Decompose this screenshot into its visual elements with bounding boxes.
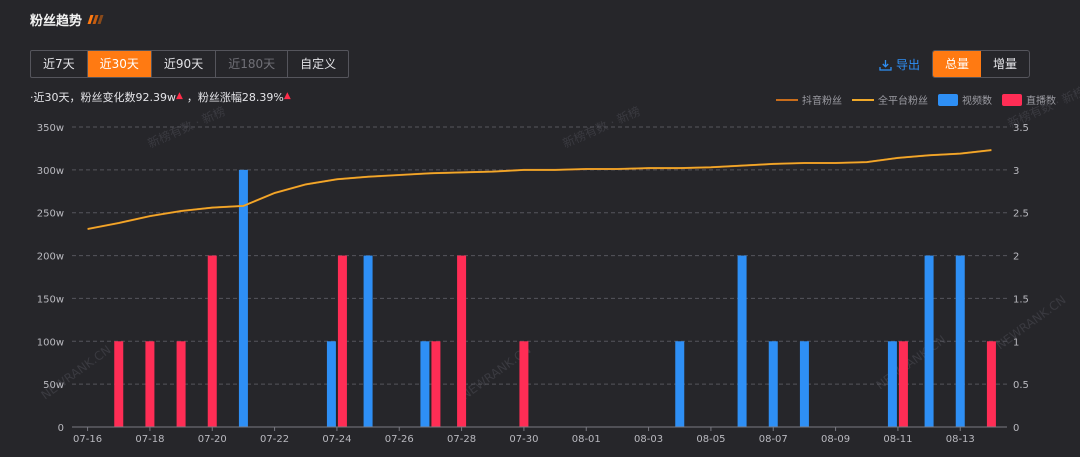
- y-right-tick-label: 2.5: [1013, 209, 1029, 220]
- all-platform-fans-line: [87, 149, 992, 230]
- x-tick-label: 07-28: [447, 434, 476, 445]
- video-count-bar: [768, 341, 778, 427]
- video-count-bar: [799, 341, 809, 427]
- x-tick-label: 07-24: [322, 434, 351, 445]
- watermark-text: NEWRANK.CN: [994, 293, 1069, 353]
- x-tick-label: 07-18: [135, 434, 164, 445]
- watermark-text: NEWRANK.CN: [39, 343, 114, 403]
- x-tick-label: 08-09: [821, 434, 850, 445]
- y-left-tick-label: 200w: [37, 252, 64, 263]
- legend-item-douyin[interactable]: 抖音粉丝: [776, 92, 842, 107]
- live-count-bar: [519, 341, 529, 427]
- x-tick-label: 07-16: [73, 434, 102, 445]
- legend-box-icon: [1002, 93, 1022, 106]
- x-tick-label: 08-11: [883, 434, 912, 445]
- x-tick-label: 08-03: [634, 434, 663, 445]
- mode-tab-group: 总量 增量: [932, 50, 1031, 78]
- tab-total[interactable]: 总量: [933, 51, 982, 77]
- x-tick-label: 07-26: [385, 434, 414, 445]
- video-count-bar: [955, 255, 965, 427]
- y-left-tick-label: 150w: [37, 294, 64, 305]
- legend-label: 视频数: [962, 96, 992, 107]
- video-count-bar: [675, 341, 685, 427]
- chart-title: 粉丝趋势: [30, 10, 104, 29]
- tab-custom[interactable]: 自定义: [300, 57, 337, 71]
- x-tick-label: 07-22: [260, 434, 289, 445]
- video-count-bar: [737, 255, 747, 427]
- legend-box-icon: [938, 93, 958, 106]
- live-count-bar: [176, 341, 186, 427]
- live-count-bar: [986, 341, 996, 427]
- x-tick-label: 08-05: [696, 434, 725, 445]
- tab-90-days[interactable]: 近90天: [152, 51, 217, 77]
- live-count-bar: [114, 341, 124, 427]
- live-count-bar: [457, 255, 467, 427]
- legend-line-icon: [776, 98, 798, 101]
- live-count-bar: [898, 341, 908, 427]
- export-button[interactable]: 导出: [879, 56, 920, 73]
- live-count-bar: [207, 255, 217, 427]
- x-tick-label: 08-01: [572, 434, 601, 445]
- legend-item-all-platform[interactable]: 全平台粉丝: [852, 92, 928, 107]
- y-right-tick-label: 3: [1013, 166, 1019, 177]
- y-left-tick-label: 300w: [37, 166, 64, 177]
- live-count-bar: [431, 341, 441, 427]
- live-count-bar: [145, 341, 155, 427]
- legend-line-icon: [852, 98, 874, 101]
- up-arrow-icon: ▲: [175, 91, 183, 101]
- legend-label: 抖音粉丝: [802, 96, 842, 107]
- y-left-tick-label: 350w: [37, 123, 64, 134]
- video-count-bar: [363, 255, 373, 427]
- y-left-tick-label: 50w: [43, 380, 64, 391]
- up-arrow-icon: ▲: [283, 91, 291, 101]
- y-right-tick-label: 0.5: [1013, 380, 1029, 391]
- export-label: 导出: [896, 58, 921, 72]
- range-tab-group: 近7天 近30天 近90天 近180天 自定义: [30, 50, 350, 78]
- video-count-bar: [326, 341, 336, 427]
- summary-growth: ，粉丝涨幅28.39%: [186, 91, 284, 104]
- video-count-bar: [924, 255, 934, 427]
- y-right-tick-label: 0: [1013, 423, 1019, 434]
- legend-item-live[interactable]: 直播数: [1002, 92, 1056, 107]
- x-tick-label: 08-07: [759, 434, 788, 445]
- x-tick-label: 07-20: [198, 434, 227, 445]
- summary-text: ·近30天，粉丝变化数92.39w▲ ，粉丝涨幅28.39%▲: [30, 89, 295, 105]
- y-right-tick-label: 2: [1013, 252, 1019, 263]
- video-count-bar: [420, 341, 430, 427]
- video-count-bar: [238, 169, 248, 427]
- video-count-bar: [887, 341, 897, 427]
- download-icon: [879, 59, 892, 71]
- legend-label: 直播数: [1026, 96, 1056, 107]
- tab-7-days[interactable]: 近7天: [31, 51, 88, 77]
- live-count-bar: [337, 255, 347, 427]
- y-right-tick-label: 1.5: [1013, 294, 1029, 305]
- x-tick-label: 07-30: [509, 434, 538, 445]
- y-right-tick-label: 1: [1013, 337, 1019, 348]
- tab-30-days[interactable]: 近30天: [87, 51, 152, 77]
- tab-increment[interactable]: 增量: [993, 57, 1018, 71]
- title-text: 粉丝趋势: [30, 14, 83, 29]
- legend-label: 全平台粉丝: [878, 96, 928, 107]
- y-left-tick-label: 0: [58, 423, 64, 434]
- summary-change: ·近30天，粉丝变化数92.39w: [30, 91, 176, 104]
- y-left-tick-label: 100w: [37, 337, 64, 348]
- y-left-tick-label: 250w: [37, 209, 64, 220]
- y-right-tick-label: 3.5: [1013, 123, 1029, 134]
- legend-item-video[interactable]: 视频数: [938, 92, 992, 107]
- chart-legend: 抖音粉丝 全平台粉丝 视频数 直播数: [776, 92, 1056, 107]
- tab-180-days: 近180天: [216, 51, 289, 77]
- x-tick-label: 08-13: [946, 434, 975, 445]
